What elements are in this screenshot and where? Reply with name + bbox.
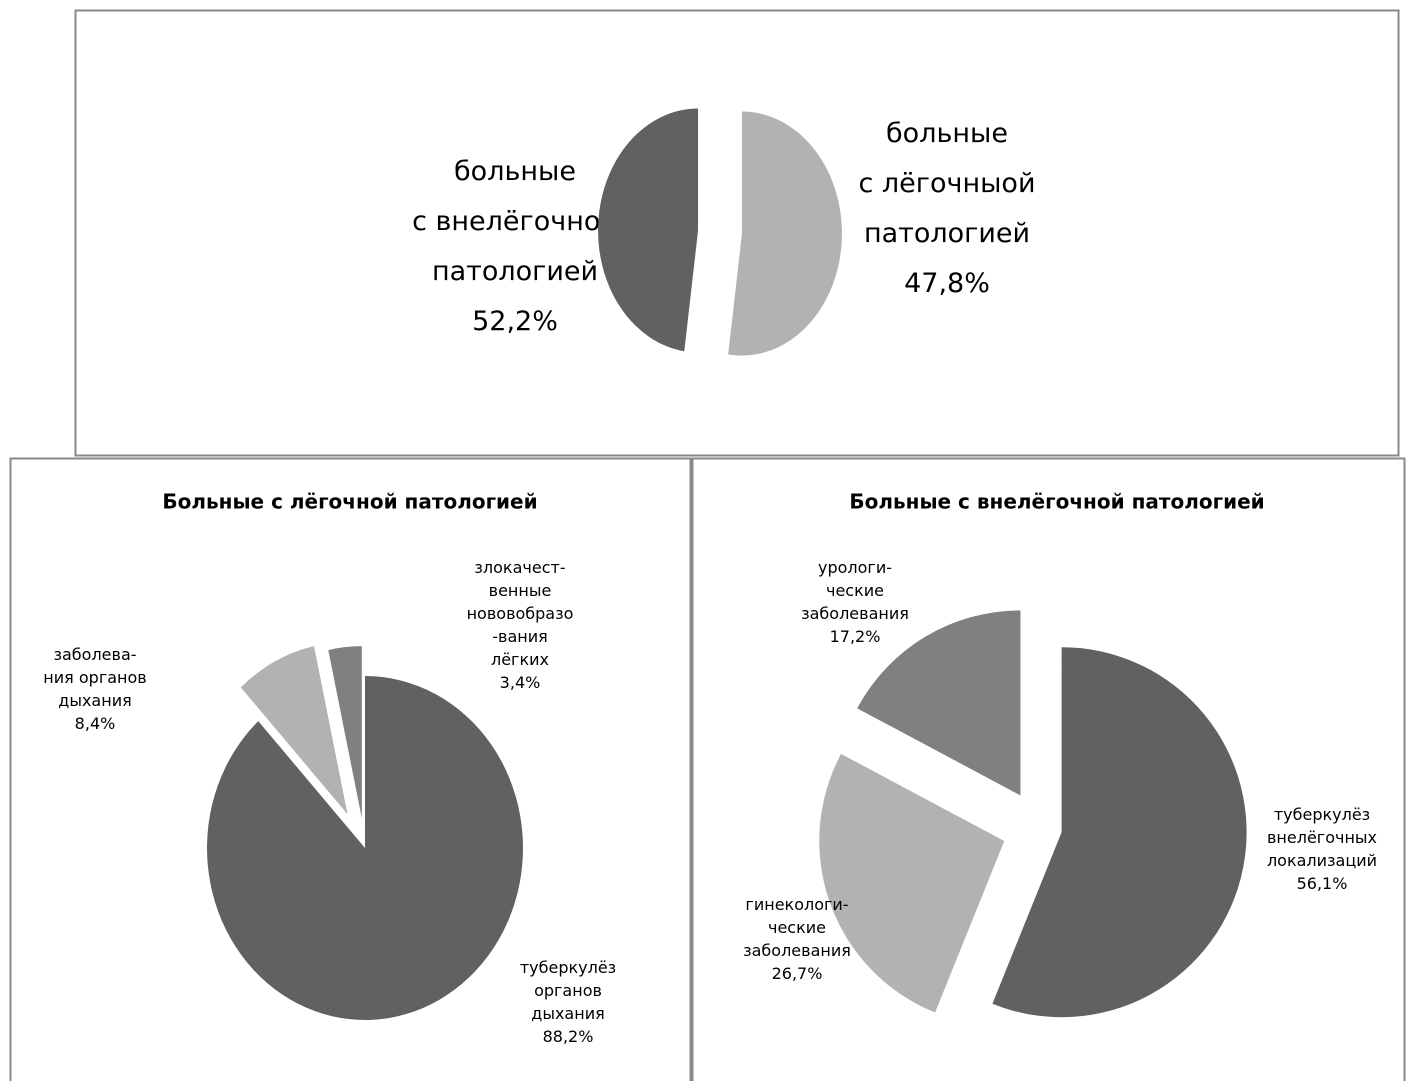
slice-label: туберкулёз внелёгочных локализаций <box>1267 805 1377 870</box>
value-label: 3,4% <box>500 673 541 692</box>
pie-slice <box>857 610 1021 796</box>
pie-slice <box>240 646 348 815</box>
right-frame <box>691 457 1406 1081</box>
pie-slice <box>328 646 362 819</box>
chart-title: Больные с внелёгочной патологией <box>849 490 1264 514</box>
slice-label: урологи-ческие заболевания <box>801 558 909 623</box>
slice-label: туберкулёз органов дыхания <box>520 958 616 1023</box>
top-frame <box>74 9 1400 457</box>
chart-title: Больные с лёгочной патологией <box>162 490 537 514</box>
value-label: 17,2% <box>830 627 881 646</box>
pie-slice <box>207 676 523 1020</box>
slice-label: больные с лёгочныой патологией <box>859 118 1036 249</box>
value-label: 26,7% <box>772 964 823 983</box>
slice-label: гинекологи-ческие заболевания <box>743 895 851 960</box>
left-frame <box>9 457 692 1081</box>
pie-slice <box>598 108 699 352</box>
slice-label: злокачест-венные нововобразо -вания лёгких <box>467 558 574 669</box>
pie-slice <box>819 753 1005 1013</box>
value-label: 8,4% <box>75 714 116 733</box>
value-label: 56,1% <box>1297 874 1348 893</box>
pie-slice <box>728 111 842 356</box>
value-label: 52,2% <box>472 306 558 337</box>
value-label: 47,8% <box>904 268 990 299</box>
pie-slice <box>992 647 1247 1018</box>
value-label: 88,2% <box>543 1027 594 1046</box>
slice-label: больные с внелёгочной патологией <box>412 156 618 287</box>
slice-label: заболева-ния органов дыхания <box>43 645 146 710</box>
